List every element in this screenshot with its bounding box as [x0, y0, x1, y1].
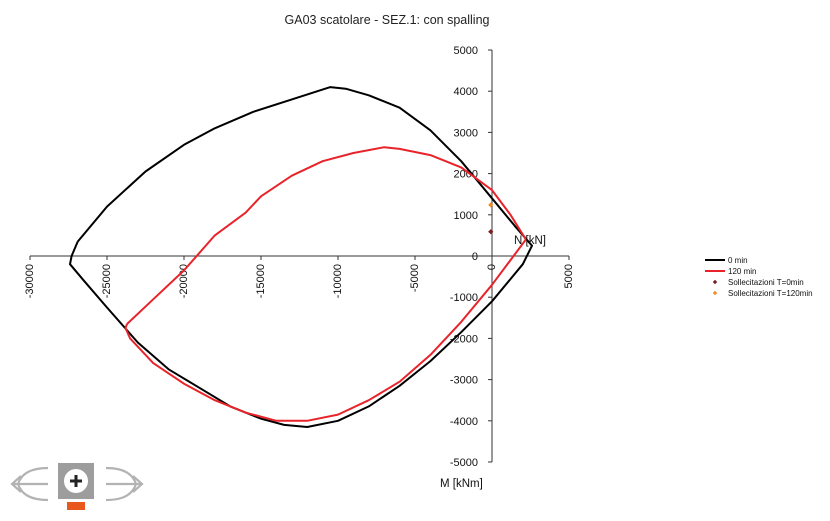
x-tick-label: 5000: [563, 264, 575, 288]
x-tick-label: -5000: [409, 264, 421, 292]
x-tick-label: 0: [486, 264, 498, 270]
series-line: [124, 146, 527, 422]
y-tick-label: 0: [472, 251, 478, 263]
legend-label: 0 min: [728, 256, 748, 265]
y-tick-label: -1000: [450, 292, 478, 304]
legend-label: Sollecitazioni T=120min: [728, 289, 813, 298]
axes: -30000 -25000 -20000 -15000 -10000 -5000 0 5000…: [24, 45, 575, 469]
series-line: [69, 86, 533, 428]
legend-swatch: [712, 290, 718, 296]
legend-swatch: [712, 279, 718, 285]
y-tick-label: 1000: [454, 210, 478, 222]
legend-label: Sollecitazioni T=0min: [728, 278, 804, 287]
arrow-left-icon[interactable]: [10, 466, 49, 502]
series-layer: [69, 86, 533, 428]
data-point: [488, 202, 494, 208]
plus-circle-icon[interactable]: [58, 463, 94, 510]
x-axis-label: N [kN]: [514, 235, 546, 247]
legend-label: 120 min: [728, 267, 756, 276]
data-point: [488, 229, 494, 235]
chart-title: GA03 scatolare - SEZ.1: con spalling: [285, 13, 490, 27]
x-tick-label: -30000: [24, 264, 36, 298]
y-tick-label: 5000: [454, 45, 478, 57]
y-tick-label: 2000: [454, 169, 478, 181]
x-tick-label: -25000: [101, 264, 113, 298]
x-tick-label: -10000: [332, 264, 344, 298]
arrow-right-icon[interactable]: [105, 466, 144, 502]
y-tick-label: -4000: [450, 416, 478, 428]
toolbar: [10, 463, 144, 510]
y-tick-label: -5000: [450, 457, 478, 469]
y-tick-label: 3000: [454, 127, 478, 139]
y-tick-label: -3000: [450, 375, 478, 387]
x-tick-label: -15000: [255, 264, 267, 298]
y-tick-label: 4000: [454, 86, 478, 98]
legend: 0 min 120 min Sollecitazioni T=0min Solleci…: [705, 256, 813, 298]
y-axis-label: M [kNm]: [440, 478, 483, 490]
